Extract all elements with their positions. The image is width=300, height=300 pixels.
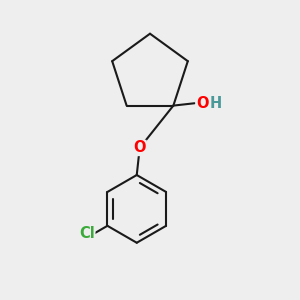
Text: H: H [210,96,222,111]
Text: O: O [196,96,208,111]
Text: Cl: Cl [79,226,95,242]
Text: O: O [134,140,146,155]
